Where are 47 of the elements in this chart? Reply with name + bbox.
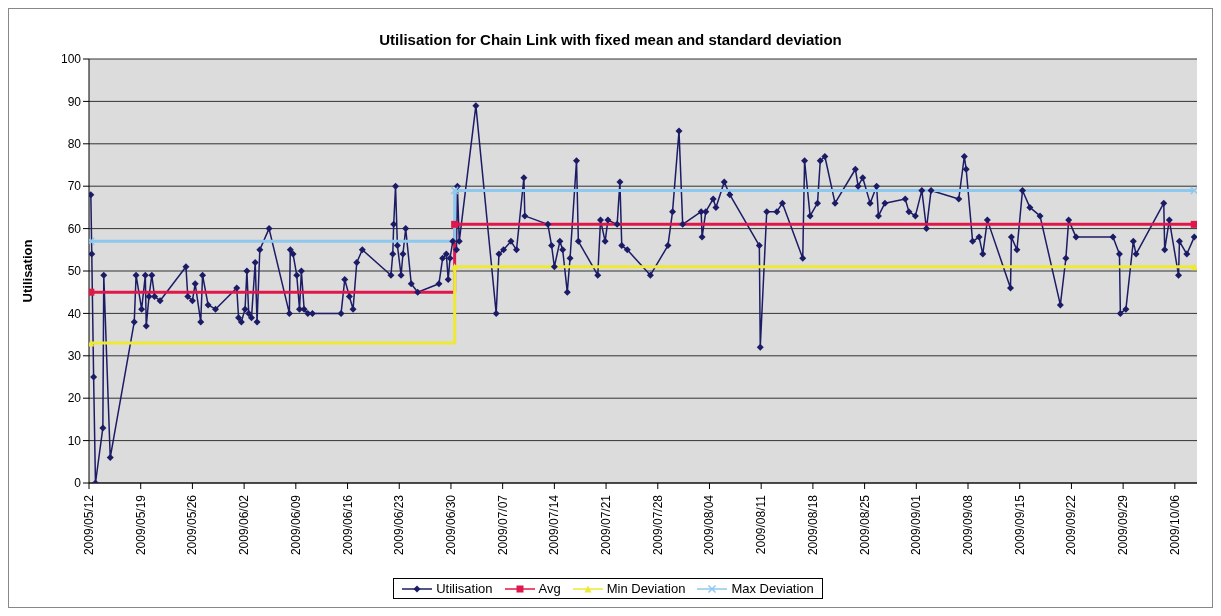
- y-tick-label: 10: [67, 433, 82, 448]
- x-tick-label: 2009/07/28: [650, 494, 665, 556]
- x-tick-label: 2009/07/07: [495, 494, 510, 556]
- x-tick-label: 2009/05/12: [82, 494, 96, 556]
- point: [89, 288, 95, 296]
- y-tick-label: 100: [60, 52, 82, 67]
- chart-title: Utilisation for Chain Link with fixed mean and standard deviation: [378, 30, 843, 49]
- point: [89, 339, 95, 347]
- x-tick-label: 2009/08/11: [754, 494, 769, 555]
- point: [1190, 263, 1197, 271]
- legend-label: Min Deviation: [606, 581, 686, 596]
- x-tick-label: 2009/06/30: [443, 494, 458, 556]
- x-tick-label: 2009/09/01: [909, 494, 924, 556]
- y-tick-label: 90: [67, 94, 82, 109]
- point: [1189, 186, 1197, 195]
- y-tick-label: 0: [74, 476, 82, 491]
- y-tick-label: 70: [67, 179, 82, 194]
- x-tick-label: 2009/06/23: [392, 494, 407, 556]
- x-tick-label: 2009/09/15: [1012, 494, 1027, 556]
- y-tick-label: 50: [67, 264, 82, 279]
- point: [1190, 220, 1197, 228]
- y-tick-label: 60: [67, 221, 82, 236]
- legend-label: Max Deviation: [731, 581, 814, 596]
- legend-label: Utilisation: [436, 581, 493, 596]
- x-tick-label: 2009/05/19: [133, 494, 148, 556]
- point: [451, 220, 459, 228]
- x-tick-label: 2009/05/26: [185, 494, 200, 556]
- x-tick-label: 2009/06/02: [237, 494, 252, 556]
- x-tick-label: 2009/06/16: [340, 494, 355, 556]
- y-tick-label: 30: [67, 349, 82, 364]
- x-tick-label: 2009/07/14: [547, 494, 562, 556]
- x-tick-label: 2009/09/22: [1064, 494, 1079, 556]
- y-axis-title: Utilisation: [19, 239, 35, 303]
- x-tick-label: 2009/09/08: [961, 494, 976, 556]
- point: [89, 237, 96, 246]
- legend-label: Avg: [538, 581, 561, 596]
- x-tick-label: 2009/06/09: [288, 494, 303, 556]
- x-tick-label: 2009/09/29: [1116, 494, 1131, 556]
- x-tick-label: 2009/08/25: [857, 494, 872, 556]
- y-tick-label: 80: [67, 137, 82, 152]
- y-tick-label: 40: [67, 306, 82, 321]
- x-tick-label: 2009/07/21: [599, 494, 614, 556]
- point: [450, 186, 459, 195]
- x-tick-label: 2009/08/18: [805, 494, 820, 556]
- y-tick-label: 20: [67, 391, 82, 406]
- x-tick-label: 2009/10/06: [1167, 494, 1182, 556]
- x-tick-label: 2009/08/04: [702, 494, 717, 556]
